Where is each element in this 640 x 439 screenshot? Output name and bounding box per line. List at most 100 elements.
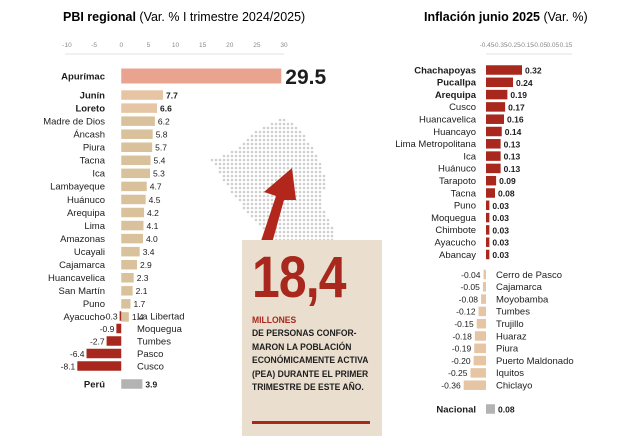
right-category-label: Chiclayo xyxy=(496,381,532,392)
map-dot xyxy=(302,222,306,226)
map-dot xyxy=(242,182,246,186)
left-category-label: Lima xyxy=(84,221,105,232)
map-dot xyxy=(274,122,278,126)
map-dot xyxy=(258,146,262,150)
left-value-label: 4.7 xyxy=(150,182,162,192)
map-dot xyxy=(318,194,322,198)
map-dot xyxy=(278,142,282,146)
right-chart-title: Inflación junio 2025 (Var. %) xyxy=(424,10,588,24)
left-tick-label: 10 xyxy=(172,42,180,49)
map-dot xyxy=(318,170,322,174)
map-dot xyxy=(306,178,310,182)
map-dot xyxy=(294,146,298,150)
map-dot xyxy=(254,182,258,186)
right-category-label: Cusco xyxy=(449,102,476,113)
map-dot xyxy=(318,218,322,222)
map-dot xyxy=(318,210,322,214)
left-category-label: Áncash xyxy=(73,130,105,141)
map-dot xyxy=(302,170,306,174)
map-dot xyxy=(310,234,314,238)
right-category-label: Piura xyxy=(496,344,519,355)
map-dot xyxy=(286,146,290,150)
left-bar xyxy=(121,259,137,270)
map-dot xyxy=(250,186,254,190)
map-dot xyxy=(254,174,258,178)
map-dot xyxy=(254,150,258,154)
map-dot xyxy=(258,178,262,182)
map-dot xyxy=(274,166,278,170)
right-value-label: -0.18 xyxy=(452,331,472,341)
map-dot xyxy=(274,126,278,130)
map-dot xyxy=(302,214,306,218)
map-dot xyxy=(262,186,266,190)
map-dot xyxy=(270,126,274,130)
right-value-label: 0.08 xyxy=(498,405,515,415)
map-dot xyxy=(282,142,286,146)
map-dot xyxy=(278,118,282,122)
left-category-label: Piura xyxy=(83,143,106,154)
right-bar xyxy=(483,269,486,280)
pea-callout-box: 18,4 MILLONES DE PERSONAS CONFOR-MARON LA… xyxy=(242,240,382,436)
right-title-sub: (Var. %) xyxy=(540,10,588,24)
left-category-label: Madre de Dios xyxy=(43,116,105,127)
map-dot xyxy=(318,182,322,186)
left-tick-label: 30 xyxy=(280,42,288,49)
left-category-label: Loreto xyxy=(75,103,105,114)
map-dot xyxy=(318,198,322,202)
right-value-label: -0.05 xyxy=(461,282,481,292)
right-tick-label: 0.15 xyxy=(560,42,573,49)
map-dot xyxy=(298,186,302,190)
map-dot xyxy=(306,146,310,150)
map-dot xyxy=(314,202,318,206)
map-dot xyxy=(306,154,310,158)
left-value-label: 4.1 xyxy=(146,221,158,231)
map-dot xyxy=(246,206,250,210)
map-dot xyxy=(306,162,310,166)
map-dot xyxy=(254,162,258,166)
right-category-label: Chachapoyas xyxy=(414,65,476,76)
map-dot xyxy=(270,122,274,126)
map-dot xyxy=(262,142,266,146)
map-dot xyxy=(306,214,310,218)
left-category-label: Tacna xyxy=(80,156,106,167)
right-value-label: -0.19 xyxy=(452,344,472,354)
map-dot xyxy=(286,154,290,158)
right-bar xyxy=(473,355,486,366)
map-dot xyxy=(278,126,282,130)
map-dot xyxy=(282,146,286,150)
right-category-label: Huancayo xyxy=(433,127,476,138)
map-dot xyxy=(278,146,282,150)
right-bar xyxy=(486,249,490,260)
map-dot xyxy=(254,166,258,170)
map-dot xyxy=(294,142,298,146)
map-dot xyxy=(254,194,258,198)
map-dot xyxy=(294,134,298,138)
map-dot xyxy=(234,170,238,174)
map-dot xyxy=(262,174,266,178)
map-dot xyxy=(238,174,242,178)
map-dot xyxy=(314,210,318,214)
left-tick-label: 5 xyxy=(147,42,151,49)
map-dot xyxy=(302,226,306,230)
right-bar xyxy=(482,282,486,292)
left-value-label: -8.1 xyxy=(61,361,76,371)
map-dot xyxy=(278,130,282,134)
map-dot xyxy=(266,146,270,150)
map-dot xyxy=(302,154,306,158)
right-category-label: Ayacucho xyxy=(434,238,476,249)
map-dot xyxy=(326,234,330,238)
map-dot xyxy=(310,226,314,230)
map-dot xyxy=(250,210,254,214)
map-dot xyxy=(298,194,302,198)
peru-dot-map xyxy=(210,118,334,262)
map-dot xyxy=(262,170,266,174)
map-dot xyxy=(290,218,294,222)
map-dot xyxy=(242,150,246,154)
right-bar xyxy=(486,139,501,149)
map-dot xyxy=(290,142,294,146)
map-dot xyxy=(266,130,270,134)
map-dot xyxy=(262,158,266,162)
left-bar xyxy=(121,207,145,218)
map-dot xyxy=(306,186,310,190)
map-dot xyxy=(258,194,262,198)
